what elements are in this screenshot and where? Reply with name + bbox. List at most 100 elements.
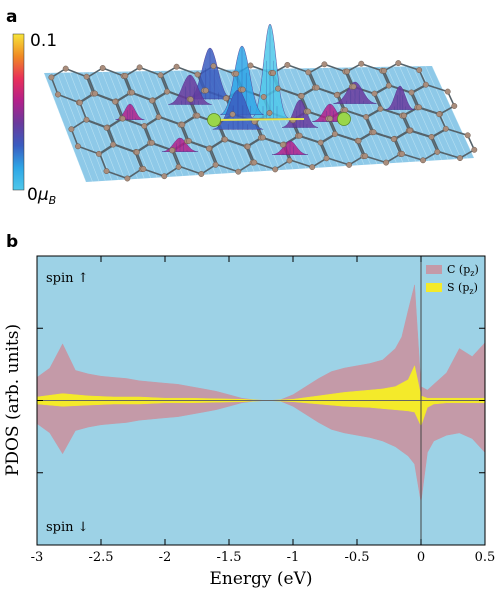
carbon-atom <box>110 141 117 148</box>
spin-up-annotation: spin ↑ <box>46 271 89 286</box>
carbon-atom <box>457 155 463 162</box>
carbon-atom <box>140 166 147 172</box>
carbon-atom <box>305 69 312 76</box>
x-axis-label: Energy (eV) <box>209 569 312 589</box>
carbon-atom <box>342 107 349 114</box>
carbon-atom <box>48 74 55 81</box>
carbon-atom <box>222 136 229 143</box>
carbon-atom <box>333 92 340 98</box>
carbon-atom <box>124 175 131 182</box>
carbon-atom <box>406 127 413 134</box>
legend-label-c-close: ) <box>474 263 478 276</box>
sulfur-dopants <box>207 112 351 127</box>
carbon-atom <box>206 145 212 152</box>
carbon-atom <box>119 115 126 122</box>
legend-label-s-close: ) <box>474 281 478 294</box>
carbon-atom <box>362 153 369 160</box>
colorbar-min-unit-sub: B <box>49 194 57 207</box>
carbon-atom <box>55 91 61 98</box>
carbon-atom <box>92 90 98 97</box>
x-ticks <box>36 256 486 545</box>
carbon-atom <box>464 132 471 139</box>
legend-swatch-s <box>426 283 442 292</box>
carbon-atom <box>239 86 246 93</box>
legend-item-c: C (pz) <box>426 263 479 278</box>
carbon-atoms <box>48 60 478 182</box>
carbon-atom <box>401 112 407 119</box>
carbon-atom <box>103 124 110 131</box>
carbon-atom <box>383 159 390 166</box>
colorbar <box>12 33 25 191</box>
carbon-atom <box>247 62 254 69</box>
carbon-atom <box>279 141 286 148</box>
x-tick-label: 0 <box>417 550 425 565</box>
y-axis-label: PDOS (arb. units) <box>3 324 23 476</box>
carbon-atom <box>141 123 148 129</box>
carbon-atom <box>471 146 478 153</box>
carbon-atom <box>422 81 429 88</box>
x-tick-label: -1 <box>287 550 300 565</box>
carbon-atom <box>173 63 180 70</box>
carbon-atom <box>358 60 365 67</box>
legend-label-c: C (p <box>447 263 470 276</box>
carbon-atom <box>155 114 162 120</box>
legend-swatch-c <box>426 265 442 274</box>
carbon-atom <box>381 67 387 74</box>
carbon-atom <box>83 73 90 80</box>
carbon-atom <box>305 108 312 115</box>
legend-label-c-sub: z <box>470 269 474 278</box>
carbon-atom <box>83 116 90 123</box>
carbon-atom <box>235 168 242 175</box>
legend-item-s: S (pz) <box>426 281 478 296</box>
colorbar-min-value: 0 <box>27 185 38 205</box>
carbon-atom <box>244 143 251 150</box>
colorbar-min-label: 0μB <box>27 185 56 207</box>
carbon-atom <box>259 134 266 141</box>
carbon-atom <box>266 109 273 116</box>
carbon-atom <box>68 126 75 133</box>
panel-b-label: b <box>6 232 18 252</box>
carbon-atom <box>272 166 279 173</box>
carbon-atom <box>202 87 209 94</box>
carbon-atom <box>296 132 303 139</box>
carbon-atom <box>95 150 102 157</box>
carbon-atom <box>99 65 106 71</box>
sulfur-atom <box>337 112 351 126</box>
carbon-atom <box>251 159 258 166</box>
carbon-atom <box>164 88 171 95</box>
carbon-atom <box>133 149 140 156</box>
carbon-atom <box>370 129 377 136</box>
carbon-atom <box>416 104 423 111</box>
carbon-atom <box>434 148 441 155</box>
colorbar-max-label: 0.1 <box>30 31 57 51</box>
dopant-bond <box>213 118 305 121</box>
carbon-atom <box>420 157 426 164</box>
carbon-atom <box>327 115 334 122</box>
carbon-atom <box>331 131 338 137</box>
carbon-atom <box>317 139 324 146</box>
carbon-atom <box>233 70 240 77</box>
x-tick-label: 0.5 <box>475 550 496 565</box>
carbon-atom <box>346 161 353 168</box>
carbon-atom <box>270 70 277 76</box>
carbon-atom <box>436 111 443 118</box>
carbon-atom <box>161 173 168 180</box>
carbon-atom <box>157 72 164 79</box>
x-tick-label: -2.5 <box>88 550 113 565</box>
svg-text:0μB: 0μB <box>27 185 56 207</box>
carbon-atom <box>451 103 458 109</box>
colorbar-min-unit: μ <box>37 185 49 205</box>
carbon-atom <box>363 114 370 120</box>
carbon-atom <box>62 65 69 72</box>
spin-down-annotation: spin ↓ <box>46 520 89 535</box>
carbon-atom <box>428 133 435 140</box>
carbon-atom <box>309 164 316 171</box>
carbon-atom <box>275 85 281 92</box>
svg-text:S (pz): S (pz) <box>447 281 478 296</box>
carbon-atom <box>212 161 219 168</box>
carbon-atom <box>371 90 378 97</box>
carbon-atom <box>198 171 205 177</box>
carbon-atom <box>103 168 110 175</box>
carbon-atom <box>416 67 423 74</box>
